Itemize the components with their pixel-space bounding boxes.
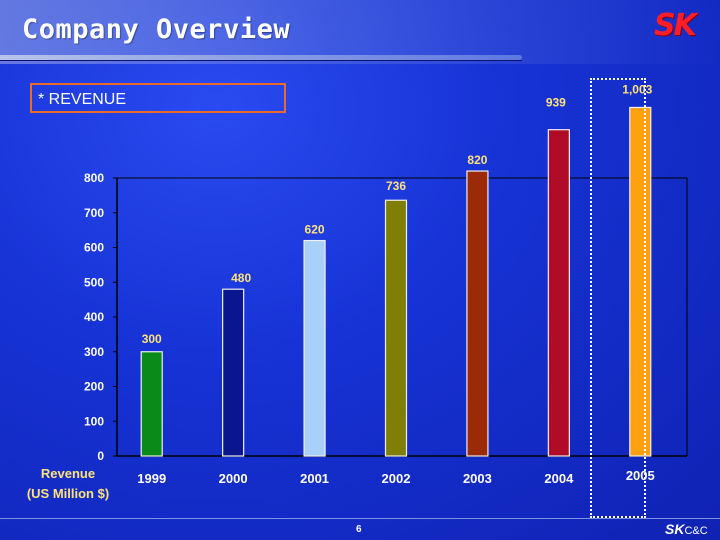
x-tick-label-2000: 2000 (219, 471, 248, 486)
section-label: * REVENUE (38, 91, 127, 108)
x-tick-label-2003: 2003 (463, 471, 492, 486)
page-number: 6 (356, 524, 362, 535)
value-label-2000: 480 (231, 271, 251, 285)
footer-divider (0, 518, 720, 519)
sk-logo: SK (654, 8, 697, 43)
value-label-2004: 939 (546, 96, 566, 110)
bar-2001 (303, 239, 326, 457)
x-tick-label-1999: 1999 (137, 471, 166, 486)
y-tick-label: 600 (84, 241, 104, 255)
value-label-1999: 300 (142, 332, 162, 346)
value-label-2002: 736 (386, 179, 406, 193)
x-tick-label-2001: 2001 (300, 471, 329, 486)
sk-cc-logo: SKC&C (665, 521, 708, 537)
y-tick-label: 200 (84, 380, 104, 394)
y-tick-label: 0 (97, 449, 104, 463)
value-label-2003: 820 (467, 153, 487, 167)
y-tick-label: 700 (84, 206, 104, 220)
y-tick-label: 500 (84, 275, 104, 289)
y-tick-label: 400 (84, 310, 104, 324)
x-tick-label-2004: 2004 (544, 471, 574, 486)
section-label-box (30, 83, 286, 113)
bar-2003 (466, 170, 489, 457)
x-axis-label-line1: Revenue (40, 466, 96, 481)
bar-1999 (140, 351, 163, 457)
x-tick-label-2005: 2005 (626, 468, 655, 483)
y-tick-label: 100 (84, 414, 104, 428)
bar-2002 (384, 199, 408, 457)
y-tick-label: 800 (84, 171, 104, 185)
y-tick-label: 300 (84, 345, 104, 359)
bar-2004 (547, 129, 570, 457)
bar-2000 (222, 288, 245, 457)
sk-cc-logo-cc: C&C (684, 525, 708, 537)
x-tick-label-2002: 2002 (382, 471, 411, 486)
x-axis-label-line2: (US Million $) (26, 486, 110, 501)
title-underline-shadow (0, 60, 522, 61)
title-underline (0, 55, 522, 60)
header-band (0, 0, 720, 64)
x-axis-label: Revenue (US Million $) (20, 464, 116, 504)
sk-cc-logo-sk: SK (665, 521, 685, 537)
slide-title: Company Overview (22, 14, 291, 45)
highlight-2005-box (590, 78, 646, 518)
value-label-2001: 620 (305, 223, 325, 237)
